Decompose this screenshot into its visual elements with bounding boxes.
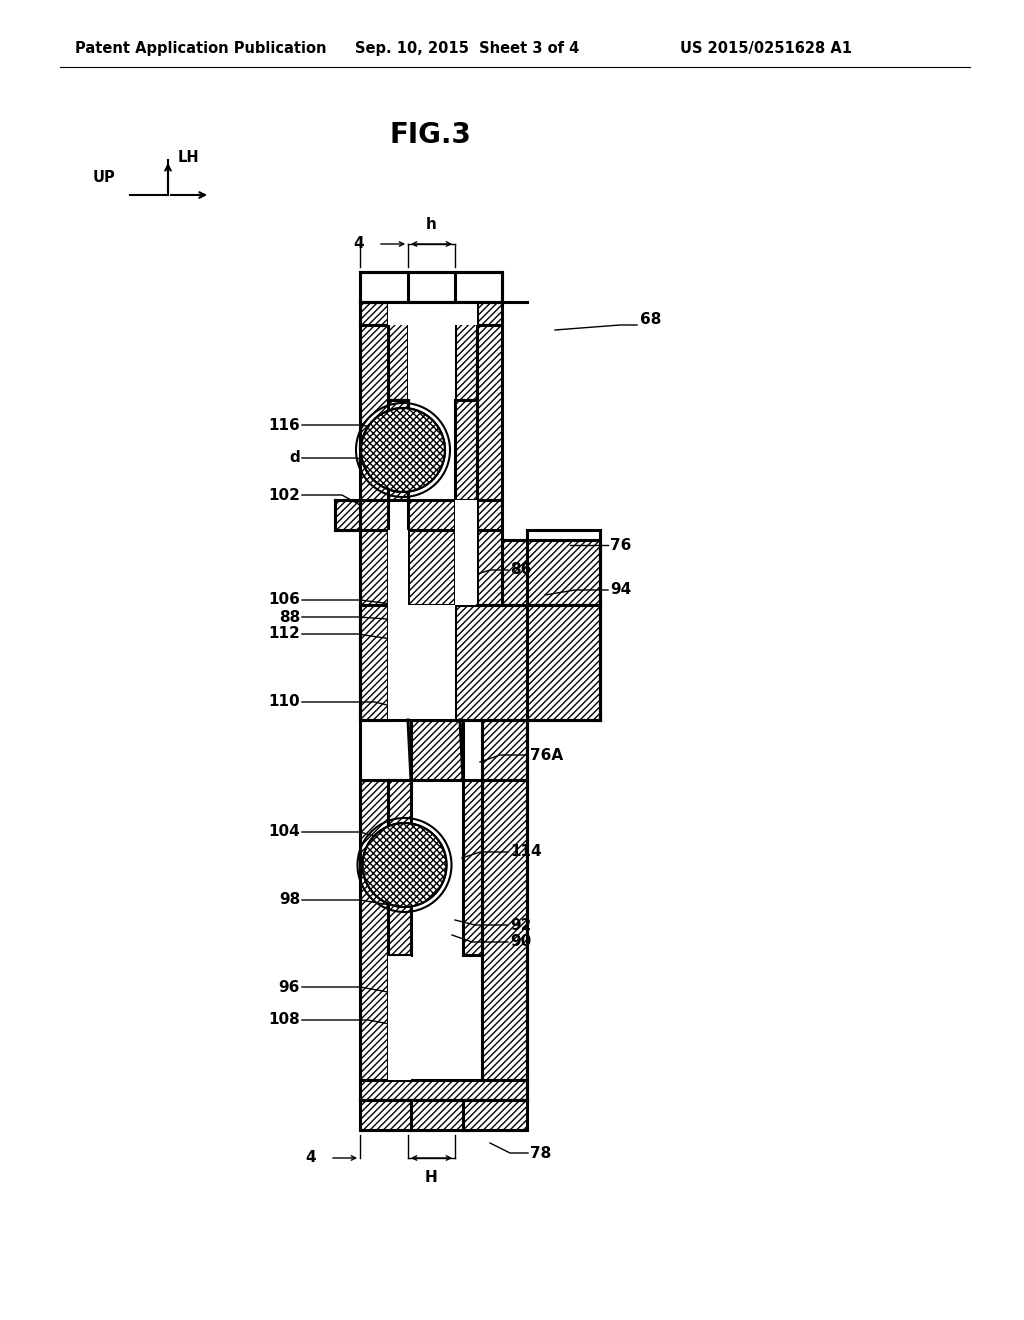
Bar [360, 1100, 527, 1130]
Bar [388, 302, 477, 325]
Text: 112: 112 [268, 627, 300, 642]
Bar [455, 400, 477, 500]
Text: 78: 78 [530, 1146, 551, 1160]
Text: 88: 88 [279, 610, 300, 624]
Bar [408, 302, 455, 400]
Bar [388, 780, 411, 954]
Text: 92: 92 [510, 917, 531, 932]
Text: Patent Application Publication: Patent Application Publication [75, 41, 327, 55]
Bar [477, 531, 502, 605]
Bar [455, 605, 600, 719]
Text: US 2015/0251628 A1: US 2015/0251628 A1 [680, 41, 852, 55]
Text: 94: 94 [610, 582, 631, 598]
Bar [388, 302, 408, 400]
Text: FIG.3: FIG.3 [389, 121, 471, 149]
Bar [408, 500, 455, 531]
Circle shape [361, 408, 445, 492]
Text: Sep. 10, 2015  Sheet 3 of 4: Sep. 10, 2015 Sheet 3 of 4 [355, 41, 580, 55]
Bar [360, 302, 388, 325]
Bar [388, 605, 408, 719]
Text: 4: 4 [353, 236, 364, 252]
Bar [482, 719, 527, 780]
Bar [360, 531, 388, 605]
Bar [388, 400, 408, 500]
Text: H: H [425, 1170, 438, 1185]
Bar [411, 719, 463, 780]
Bar [408, 605, 455, 719]
Bar [388, 531, 408, 605]
Text: 106: 106 [268, 593, 300, 607]
Bar [463, 780, 482, 954]
Bar [360, 500, 388, 531]
Text: LH: LH [178, 149, 200, 165]
Text: d: d [289, 450, 300, 466]
Text: 98: 98 [279, 892, 300, 908]
Bar [360, 272, 502, 302]
Bar [408, 531, 455, 605]
Text: 114: 114 [510, 845, 542, 859]
Text: 96: 96 [279, 979, 300, 994]
Bar [360, 1080, 527, 1100]
Text: 108: 108 [268, 1012, 300, 1027]
Bar [455, 531, 477, 605]
Text: 116: 116 [268, 417, 300, 433]
Text: h: h [426, 216, 437, 232]
Bar [455, 302, 477, 400]
Bar [477, 500, 502, 531]
Bar [455, 500, 477, 531]
Text: 86: 86 [510, 562, 531, 578]
Bar [335, 500, 360, 531]
Bar [411, 1001, 463, 1049]
Text: UP: UP [92, 169, 115, 185]
Text: 68: 68 [640, 313, 662, 327]
Bar [360, 605, 388, 719]
Bar [482, 780, 527, 1080]
Bar [360, 325, 388, 500]
Bar [360, 780, 388, 1080]
Bar [502, 540, 600, 605]
Circle shape [362, 822, 446, 907]
Bar [388, 954, 411, 1080]
Text: 104: 104 [268, 825, 300, 840]
Bar [388, 954, 411, 1080]
Text: 76A: 76A [530, 747, 563, 763]
Bar [477, 302, 502, 325]
Text: 102: 102 [268, 487, 300, 503]
Bar [477, 325, 502, 500]
Text: 90: 90 [510, 935, 531, 949]
Text: 110: 110 [268, 694, 300, 710]
Text: 76: 76 [610, 537, 632, 553]
Text: 4: 4 [305, 1151, 315, 1166]
